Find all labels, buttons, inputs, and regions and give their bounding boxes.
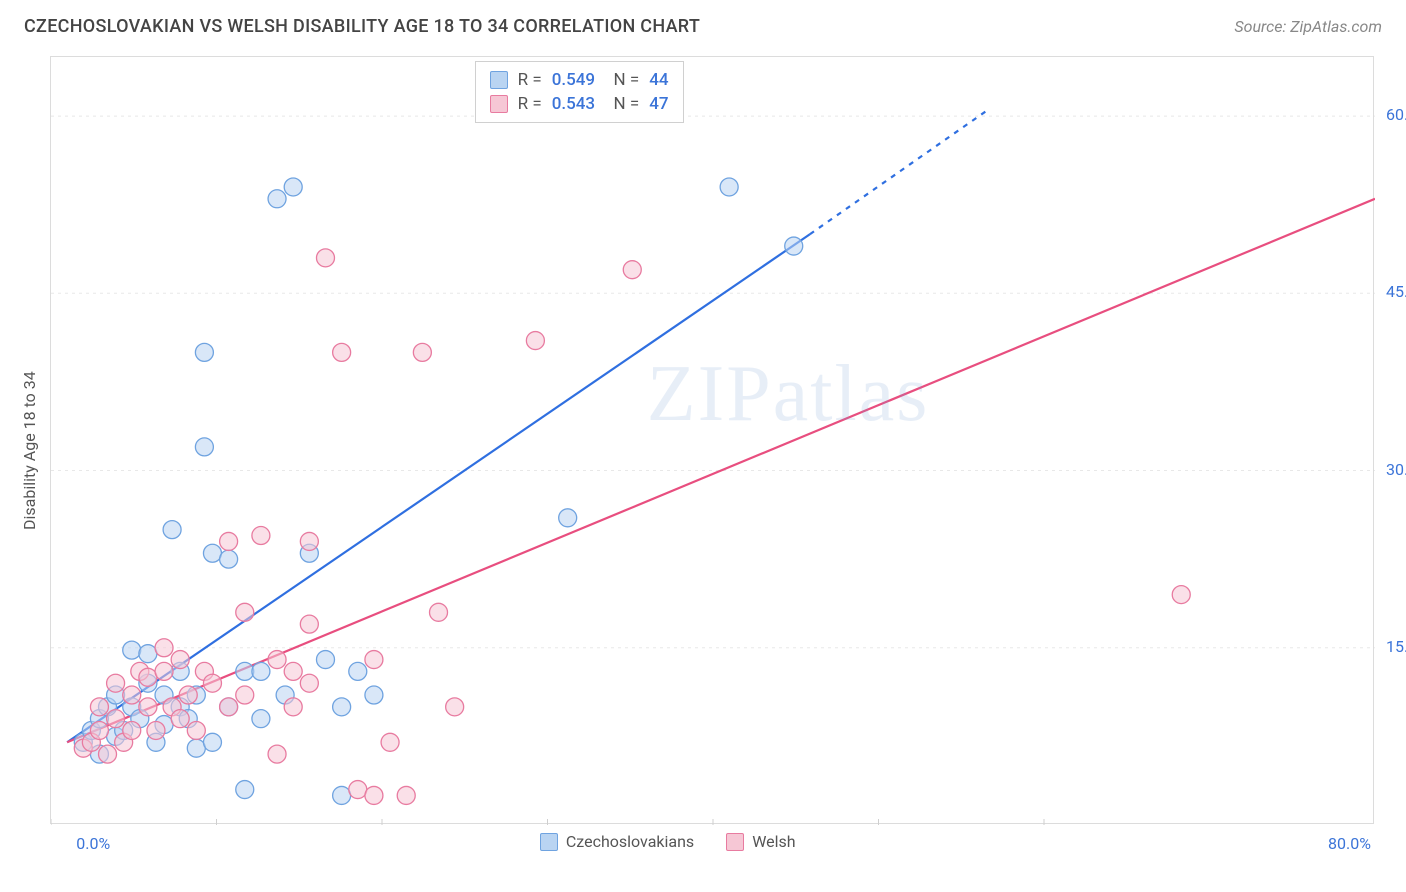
- correlation-legend-row: R =0.549 N =44: [490, 68, 669, 92]
- series-legend-item: Czechoslovakians: [540, 832, 694, 851]
- axis-tick-label: 45.0%: [1386, 282, 1406, 301]
- correlation-legend: R =0.549 N =44R =0.543 N =47: [475, 61, 684, 123]
- series-legend-label: Czechoslovakians: [566, 832, 694, 851]
- legend-swatch: [490, 95, 508, 113]
- correlation-legend-row: R =0.543 N =47: [490, 92, 669, 116]
- axis-tick-label: 15.0%: [1386, 637, 1406, 656]
- chart-svg: [51, 57, 1375, 825]
- series-legend: Czechoslovakians Welsh: [540, 832, 796, 851]
- axis-tick-label: 0.0%: [76, 834, 110, 853]
- source-label: Source: ZipAtlas.com: [1234, 17, 1382, 36]
- axis-tick-label: 60.0%: [1386, 105, 1406, 124]
- legend-swatch: [726, 833, 744, 851]
- series-legend-item: Welsh: [726, 832, 795, 851]
- legend-swatch: [540, 833, 558, 851]
- scatter-chart: ZIPatlas R =0.549 N =44R =0.543 N =47: [50, 56, 1374, 824]
- series-legend-label: Welsh: [752, 832, 795, 851]
- y-axis-label: Disability Age 18 to 34: [20, 371, 39, 530]
- axis-tick-label: 80.0%: [1328, 834, 1371, 853]
- axis-tick-label: 30.0%: [1386, 460, 1406, 479]
- chart-title: CZECHOSLOVAKIAN VS WELSH DISABILITY AGE …: [24, 16, 700, 37]
- legend-swatch: [490, 71, 508, 89]
